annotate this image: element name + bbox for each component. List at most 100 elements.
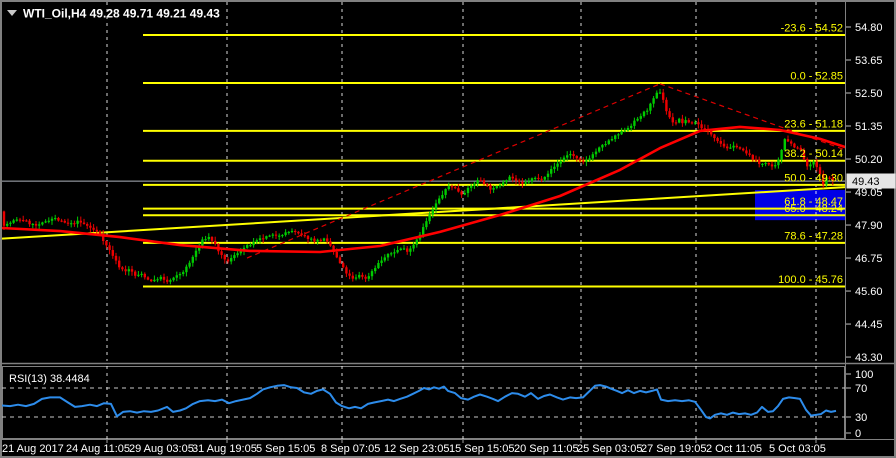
candle-body [393, 252, 396, 254]
current-price-tag-value: 49.43 [852, 176, 880, 188]
candle-body [527, 181, 530, 183]
candle-body [697, 122, 700, 125]
candle-body [220, 251, 223, 255]
candle-body [633, 120, 636, 126]
candle-body [594, 151, 598, 155]
time-label: 2 Oct 11:05 [706, 443, 762, 455]
candle-body [617, 134, 620, 136]
candle-body [12, 220, 15, 223]
candle-body [377, 262, 380, 269]
candle-body [767, 162, 770, 165]
time-label: 5 Sep 15:05 [256, 443, 315, 455]
price-axis-label: 49.05 [855, 187, 883, 199]
candle-body [25, 220, 28, 222]
candle-body [518, 180, 521, 182]
candle-body [534, 177, 537, 179]
candle-body [700, 124, 703, 129]
rsi-pane-border [2, 366, 845, 439]
candle-body [434, 203, 438, 210]
candle-body [454, 187, 457, 189]
candle-body [630, 125, 633, 128]
candle-body [735, 145, 738, 148]
candle-body [258, 238, 262, 241]
candle-body [818, 167, 822, 175]
candle-body [345, 267, 348, 274]
candle-body [761, 163, 764, 165]
candle-body [249, 245, 252, 247]
candle-body [495, 186, 498, 189]
dashed-trend-line [659, 83, 845, 151]
candle-body [236, 253, 239, 256]
candle-body [348, 273, 351, 276]
candle-body [745, 150, 748, 154]
candle-body [623, 130, 626, 132]
candle-body [70, 223, 73, 225]
candle-body [233, 255, 236, 259]
price-axis-label: 45.60 [855, 286, 883, 298]
candle-body [620, 130, 623, 135]
trend-line [2, 186, 845, 240]
candle-body [674, 122, 678, 124]
candle-body [326, 238, 329, 242]
candle-body [399, 248, 402, 251]
chart-menu-triangle-icon[interactable] [7, 10, 17, 16]
candle-body [422, 227, 425, 235]
candle-body [146, 277, 150, 280]
candle-body [511, 176, 514, 179]
candle-body [76, 220, 79, 224]
price-axis-label: 50.20 [855, 154, 883, 166]
candle-body [351, 275, 354, 279]
time-label: 8 Sep 07:05 [321, 443, 380, 455]
candle-body [450, 186, 454, 188]
candle-body [553, 166, 556, 170]
candle-body [73, 223, 76, 225]
candle-body [815, 161, 818, 168]
moving-average-line [2, 125, 845, 254]
candle-body [498, 185, 502, 187]
price-axis-label: 53.65 [855, 55, 883, 67]
rsi-axis-label: 30 [855, 412, 867, 424]
candle-body [492, 188, 495, 190]
rsi-axis-label: 100 [855, 369, 873, 381]
candle-body [540, 178, 543, 180]
candle-body [265, 236, 268, 239]
candle-body [466, 187, 470, 194]
candle-body [809, 164, 812, 167]
candle-body [502, 182, 505, 186]
candle-body [514, 178, 518, 181]
candle-body [316, 239, 319, 242]
candle-body [386, 253, 390, 258]
time-label: 31 Aug 19:05 [192, 443, 257, 455]
candle-body [508, 176, 511, 181]
candle-body [252, 241, 255, 246]
candle-body [626, 127, 630, 131]
candle-body [127, 269, 130, 272]
candle-body [370, 271, 374, 277]
candle-body [684, 120, 687, 124]
candle-body [166, 279, 169, 282]
candle-body [780, 149, 783, 160]
fibonacci-label: 61.8 - 48.47 [784, 196, 843, 208]
candle-body [793, 143, 796, 148]
candle-body [652, 98, 655, 104]
candle-body [198, 245, 201, 251]
candles [2, 88, 834, 285]
candle-body [658, 92, 662, 94]
candle-body [188, 262, 191, 267]
candle-body [41, 222, 44, 225]
candle-body [681, 118, 684, 124]
candle-body [329, 241, 332, 246]
candle-body [806, 159, 809, 167]
rsi-pane [2, 366, 845, 439]
candle-body [562, 157, 566, 162]
time-label: 15 Sep 15:05 [449, 443, 514, 455]
candle-body [207, 236, 210, 240]
candle-body [575, 156, 578, 159]
candle-body [505, 180, 508, 183]
fibonacci-label: 23.6 - 51.18 [784, 118, 843, 130]
candle-body [223, 254, 226, 260]
rsi-pane-content [2, 366, 845, 439]
fibonacci-label: 65.0 - 48.24 [784, 203, 843, 215]
candle-body [226, 259, 230, 262]
